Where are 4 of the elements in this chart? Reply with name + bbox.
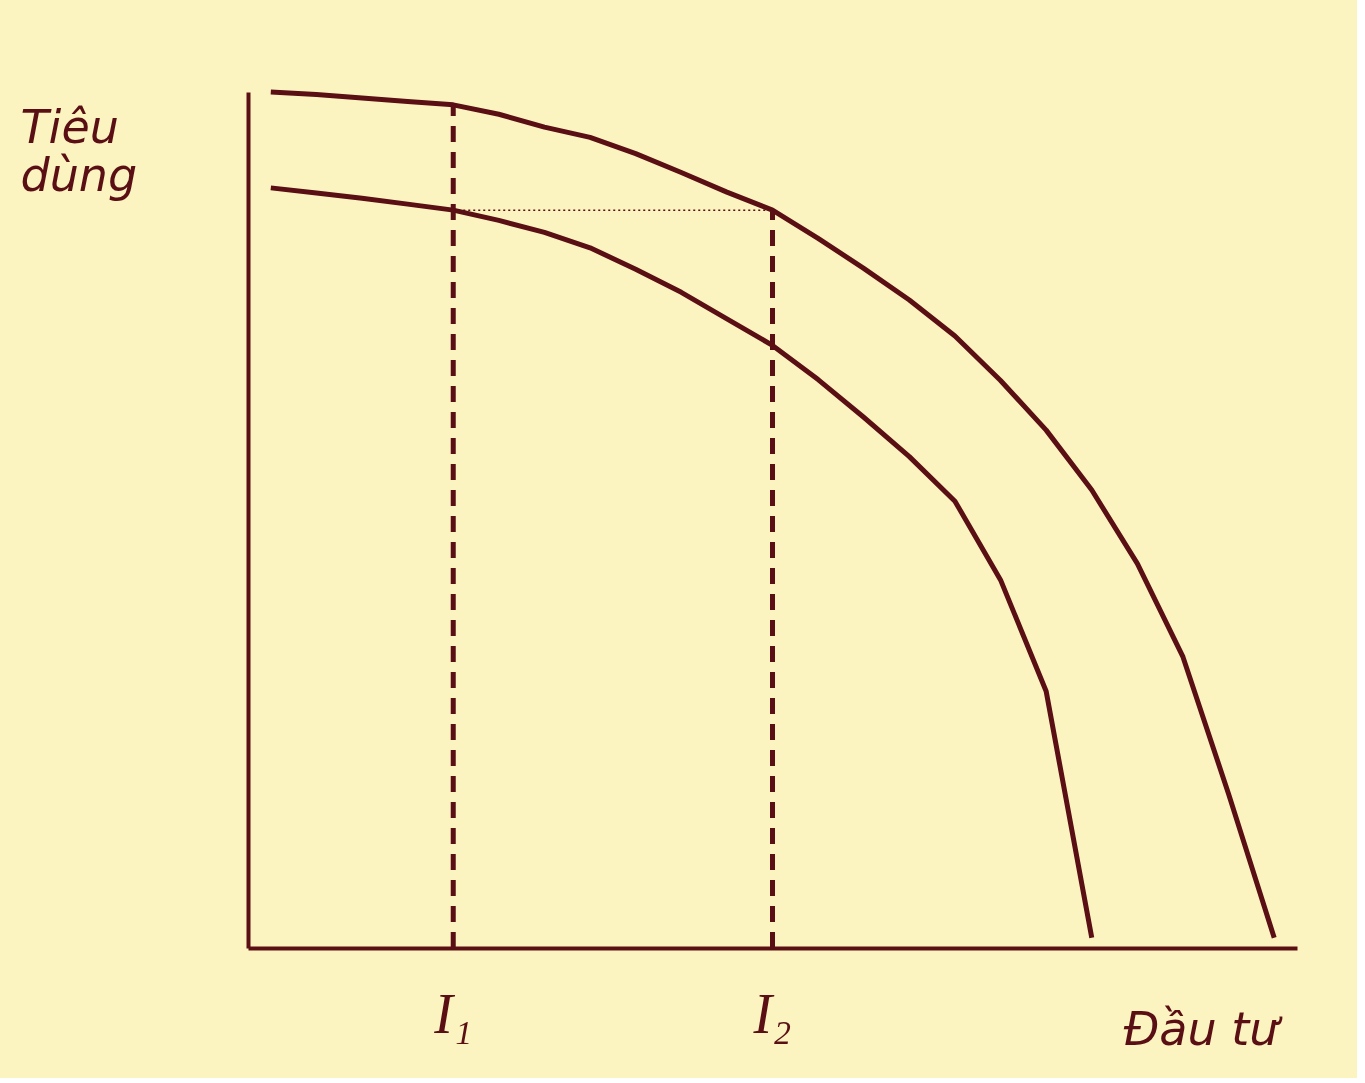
y-axis-title: Tiêu dùng bbox=[20, 99, 138, 202]
x-tick-label: I₁ bbox=[433, 982, 473, 1045]
x-tick-label: I₂ bbox=[752, 982, 792, 1045]
x-axis-title: Đầu tư bbox=[1123, 1001, 1284, 1056]
